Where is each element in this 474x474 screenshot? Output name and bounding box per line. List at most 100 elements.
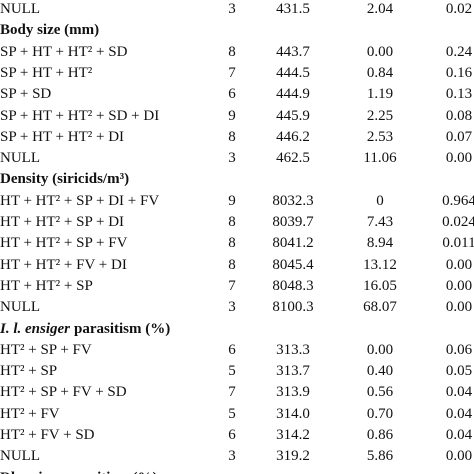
cell-value: 9	[228, 192, 236, 209]
model-name: SP + HT + HT² + SD	[0, 43, 128, 60]
cell-value: 68.07	[363, 299, 397, 316]
cell-value: 8032.3	[272, 192, 314, 209]
cell-value: 0.16	[445, 64, 473, 81]
cell-value: 8039.7	[272, 214, 314, 230]
model-name: HT² + SP + FV + SD	[0, 384, 127, 401]
cell-value: 0.70	[366, 405, 394, 422]
cell-value: 8	[228, 128, 236, 145]
cell-value: 8	[228, 43, 236, 60]
cell-value: 9	[228, 107, 236, 124]
section-title: I. l. ensiger parasitism (%)	[0, 320, 170, 338]
section-title-suffix: parasitism (%)	[74, 320, 171, 337]
cell-value: 0.00	[445, 256, 473, 273]
model-name: NULL	[0, 1, 40, 17]
cell-value: 0.05	[445, 363, 473, 380]
cell-value: 0	[376, 192, 384, 209]
cell-value: 0.00	[445, 150, 473, 167]
cell-value: 314.0	[276, 405, 310, 422]
cell-value: 2.53	[366, 128, 394, 145]
cell-value: 6	[228, 86, 236, 103]
cell-value: 314.2	[276, 427, 310, 443]
cell-value: 8.94	[366, 235, 394, 252]
section-title-text: Body size (mm)	[0, 22, 100, 39]
cell-value: 8	[228, 214, 236, 230]
cell-value: 8	[228, 235, 236, 252]
cell-value: 319.2	[276, 448, 310, 465]
cell-value: 7	[228, 64, 236, 81]
model-name: HT + HT² + SP + DI	[0, 214, 125, 230]
cell-value: 0.84	[366, 64, 394, 81]
cell-value: 0.964	[442, 192, 474, 209]
cell-value: 7	[228, 277, 236, 294]
cell-value: 0.04	[445, 384, 473, 401]
cell-value: 3	[228, 448, 236, 465]
cell-value: 0.04	[445, 405, 473, 422]
cell-value: 0.00	[445, 448, 473, 465]
cell-value: 443.7	[276, 43, 310, 60]
section-title-italic: I. l. ensiger	[0, 320, 71, 337]
cell-value: 8048.3	[272, 277, 314, 294]
cell-value: 8100.3	[272, 299, 314, 316]
model-name: SP + HT + HT²	[0, 64, 93, 81]
model-name: HT² + SP	[0, 363, 58, 380]
section-title: Body size (mm)	[0, 21, 99, 39]
cell-value: 8045.4	[272, 256, 314, 273]
cell-value: 16.05	[363, 277, 397, 294]
model-name: HT² + SP + FV	[0, 341, 92, 358]
cell-value: 7.43	[366, 214, 394, 230]
cell-value: 3	[228, 150, 236, 167]
cell-value: 0.00	[445, 277, 473, 294]
model-name: HT + HT² + FV + DI	[0, 256, 127, 273]
cell-value: 431.5	[276, 1, 310, 17]
cell-value: 0.04	[445, 427, 473, 443]
model-name: HT + HT² + SP + DI + FV	[0, 192, 160, 209]
cell-value: 444.5	[276, 64, 310, 81]
cell-value: 11.06	[363, 150, 397, 167]
model-name: SP + HT + HT² + DI	[0, 128, 125, 145]
cell-value: 8041.2	[272, 235, 314, 252]
cell-value: 444.9	[276, 86, 310, 103]
cell-value: 0.40	[366, 363, 394, 380]
cell-value: 0.011	[442, 235, 474, 252]
model-name: SP + HT + HT² + SD + DI	[0, 107, 160, 124]
section-title: Rhyssine parasitism (%)	[0, 469, 158, 474]
cell-value: 3	[228, 299, 236, 316]
cell-value: 0.00	[366, 341, 394, 358]
cell-value: 0.24	[445, 43, 473, 60]
section-title-text: Rhyssine parasitism (%)	[0, 470, 158, 474]
cell-value: 0.13	[445, 86, 473, 103]
cell-value: 0.00	[445, 299, 473, 316]
cell-value: 5	[228, 405, 236, 422]
cell-value: 1.19	[366, 86, 394, 103]
cell-value: 6	[228, 427, 236, 443]
cell-value: 5	[228, 363, 236, 380]
model-name: HT + HT² + SP	[0, 277, 93, 294]
cell-value: 2.04	[366, 1, 394, 17]
cell-value: 462.5	[276, 150, 310, 167]
cell-value: 5.86	[366, 448, 394, 465]
cell-value: 0.86	[366, 427, 394, 443]
cell-value: 313.7	[276, 363, 310, 380]
cell-value: 0.02	[445, 1, 473, 17]
cell-value: 7	[228, 384, 236, 401]
cell-value: 0.024	[442, 214, 474, 230]
cell-value: 446.2	[276, 128, 310, 145]
model-name: NULL	[0, 299, 40, 316]
cell-value: 313.3	[276, 341, 310, 358]
cell-value: 0.06	[445, 341, 473, 358]
cell-value: 2.25	[366, 107, 394, 124]
model-name: HT² + FV + SD	[0, 427, 95, 443]
section-title-text: Density (siricids/m³)	[0, 171, 130, 188]
cell-value: 0.00	[366, 43, 394, 60]
model-name: SP + SD	[0, 86, 52, 103]
cell-value: 0.56	[366, 384, 394, 401]
cell-value: 445.9	[276, 107, 310, 124]
cell-value: 6	[228, 341, 236, 358]
section-title: Density (siricids/m³)	[0, 170, 129, 188]
model-name: NULL	[0, 150, 40, 167]
cell-value: 313.9	[276, 384, 310, 401]
model-name: HT + HT² + SP + FV	[0, 235, 128, 252]
cell-value: 0.07	[445, 128, 473, 145]
cell-value: 8	[228, 256, 236, 273]
